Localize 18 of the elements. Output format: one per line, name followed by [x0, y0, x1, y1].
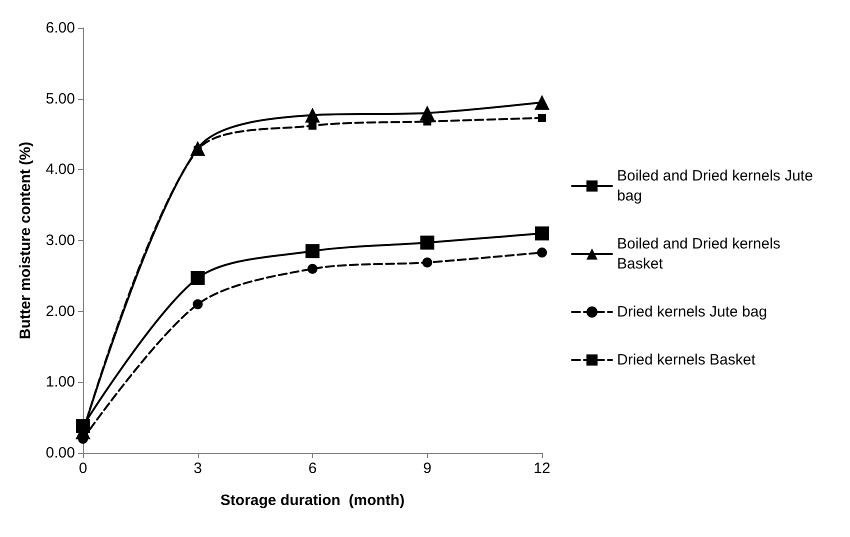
- y-tick-label: 3.00: [46, 232, 75, 249]
- legend-label: Dried kernels Jute bag: [617, 304, 768, 320]
- legend-label: Boiled and Dried kernels Basket: [617, 236, 785, 272]
- x-tick-label: 12: [534, 460, 550, 477]
- y-tick-label: 4.00: [46, 161, 75, 178]
- legend-label: Dried kernels Basket: [617, 352, 756, 368]
- y-tick-label: 2.00: [46, 302, 75, 320]
- y-tick-label: 6.00: [46, 20, 75, 36]
- y-axis-title: Butter moisture content (%): [17, 142, 34, 340]
- x-tick-label: 0: [78, 460, 88, 477]
- y-tick-label: 1.00: [46, 374, 75, 391]
- x-tick-label: 9: [423, 460, 432, 477]
- x-tick-label: 6: [308, 460, 317, 477]
- y-tick-label: 0.00: [46, 444, 75, 462]
- legend-label: Boiled and Dried kernels Jute bag: [617, 168, 818, 204]
- x-axis-title: Storage duration (month): [220, 492, 405, 509]
- y-tick-label: 5.00: [46, 90, 75, 108]
- x-tick-label: 3: [194, 460, 202, 477]
